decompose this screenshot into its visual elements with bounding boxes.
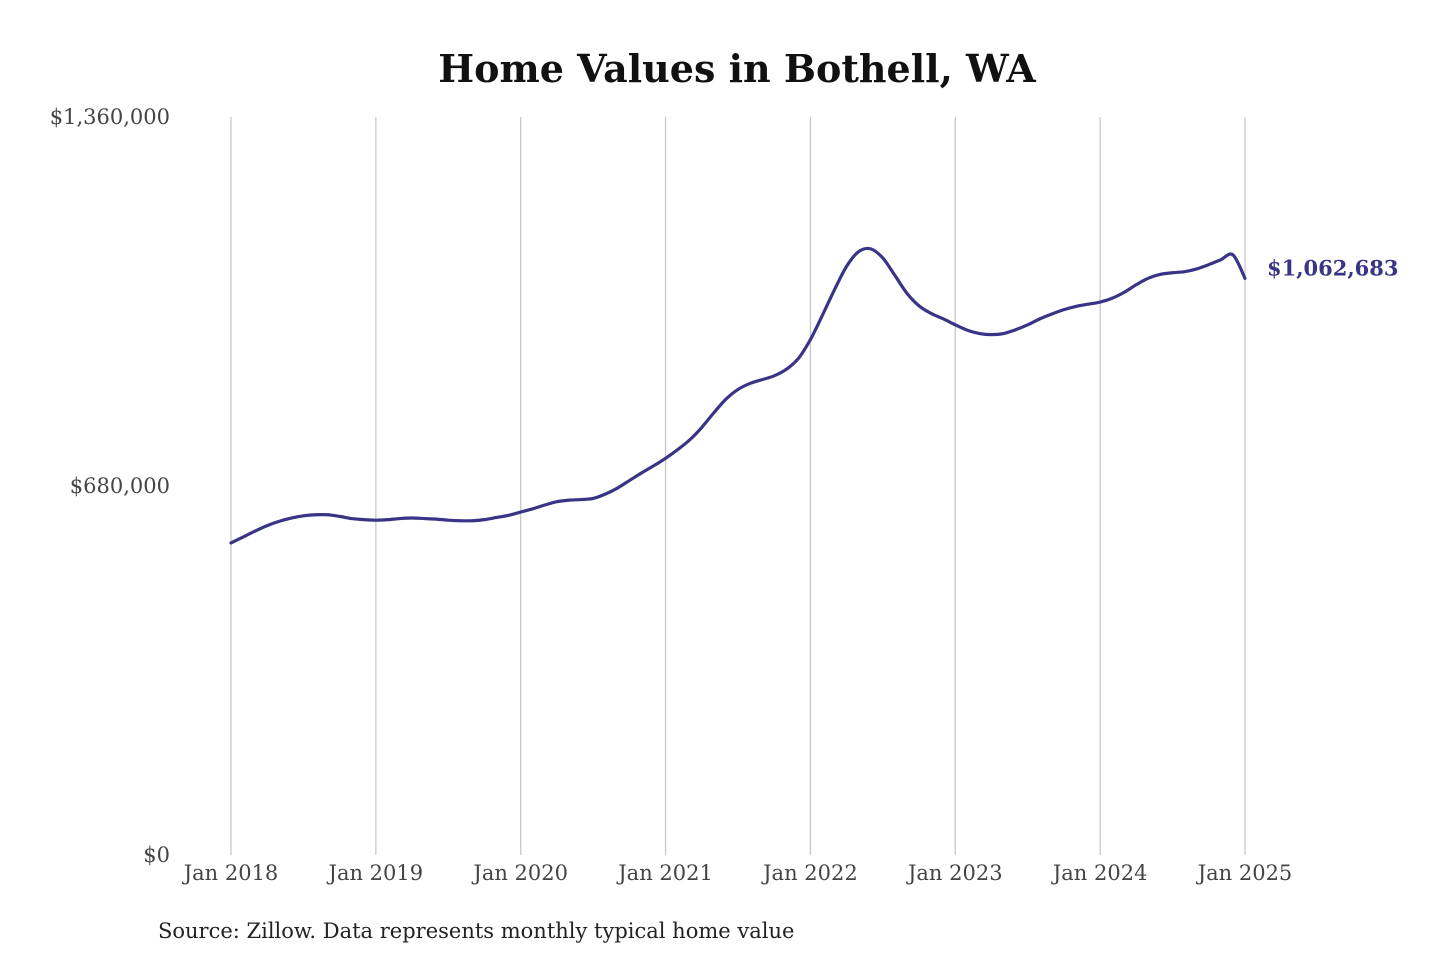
x-tick-label: Jan 2018 <box>182 861 279 885</box>
x-tick-label: Jan 2022 <box>761 861 858 885</box>
series-line <box>229 246 1247 545</box>
source-note: Source: Zillow. Data represents monthly … <box>158 919 794 943</box>
series: $1,062,683 <box>229 246 1399 545</box>
x-tick-label: Jan 2021 <box>616 861 713 885</box>
y-axis: $0 $680,000 $1,360,000 <box>50 105 170 867</box>
y-tick-label: $0 <box>143 843 170 867</box>
x-tick-label: Jan 2020 <box>471 861 568 885</box>
chart-title: Home Values in Bothell, WA <box>438 46 1036 91</box>
x-axis: Jan 2018 Jan 2019 Jan 2020 Jan 2021 Jan 2022… <box>182 861 1293 885</box>
x-tick-label: Jan 2019 <box>327 861 424 885</box>
y-tick-label: $680,000 <box>70 474 170 498</box>
x-tick-label: Jan 2024 <box>1051 861 1148 885</box>
end-value-label: $1,062,683 <box>1267 255 1399 280</box>
x-tick-label: Jan 2023 <box>906 861 1003 885</box>
x-tick-label: Jan 2025 <box>1196 861 1293 885</box>
y-tick-label: $1,360,000 <box>50 105 170 129</box>
gridlines <box>230 117 1246 855</box>
